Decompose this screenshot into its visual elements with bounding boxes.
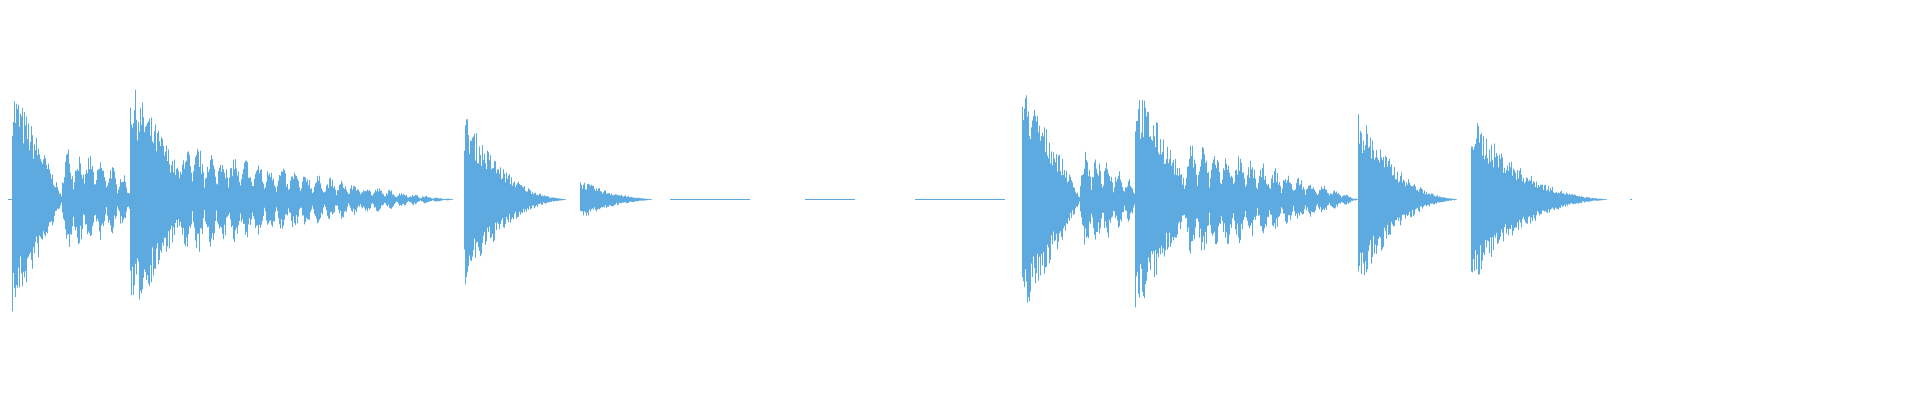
waveform-samples <box>12 89 1607 312</box>
